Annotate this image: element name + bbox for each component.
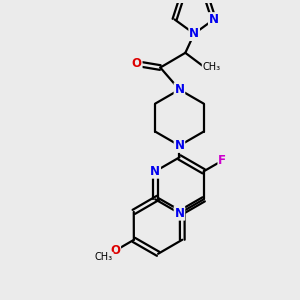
Text: N: N (150, 165, 160, 178)
Text: O: O (110, 244, 120, 257)
Text: F: F (218, 154, 226, 167)
Text: N: N (174, 139, 184, 152)
Text: N: N (174, 83, 184, 96)
Text: O: O (132, 57, 142, 70)
Text: N: N (174, 207, 184, 220)
Text: CH₃: CH₃ (202, 62, 220, 72)
Text: N: N (209, 13, 219, 26)
Text: CH₃: CH₃ (95, 252, 113, 262)
Text: N: N (189, 27, 199, 40)
